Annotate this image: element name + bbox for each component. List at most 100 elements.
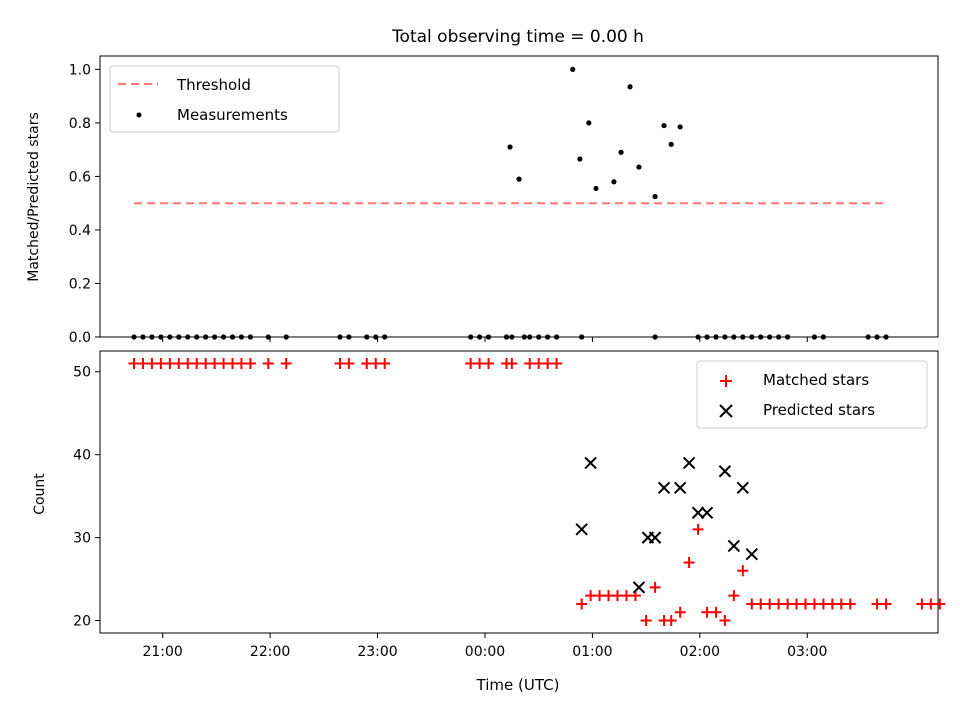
top-ytick-label: 0.6	[69, 169, 91, 185]
bottom-xtick-label: 00:00	[465, 644, 505, 660]
measurement-point	[194, 334, 200, 340]
measurement-point	[776, 334, 782, 340]
top-legend: Threshold Measurements	[109, 65, 340, 133]
bottom-ytick-label: 20	[73, 614, 91, 630]
measurement-point	[586, 120, 592, 126]
bottom-xtick-label: 23:00	[357, 644, 397, 660]
measurement-point	[554, 334, 560, 340]
bottom-panel: Count Time (UTC) 20 30 40 50 21:00 22:00 23:0…	[32, 350, 946, 694]
predicted-star-point	[727, 539, 741, 553]
measurement-point	[713, 334, 719, 340]
measurement-point	[652, 193, 658, 200]
bottom-xtick-label: 01:00	[572, 644, 612, 660]
measurement-point	[767, 334, 773, 340]
measurement-point	[185, 334, 191, 340]
predicted-star-point	[673, 481, 687, 495]
measurement-point	[820, 334, 827, 340]
matched-star-point	[244, 357, 256, 369]
measurement-point	[509, 334, 515, 340]
measurement-point	[695, 334, 701, 340]
measurement-point	[661, 122, 667, 129]
predicted-star-point	[584, 456, 597, 470]
measurement-point	[521, 334, 527, 340]
matched-star-point	[262, 357, 274, 369]
legend-matched-swatch	[720, 375, 732, 387]
matched-star-point	[506, 357, 518, 369]
measurement-point	[337, 334, 343, 340]
matched-star-point	[719, 615, 731, 627]
matched-star-point	[649, 581, 661, 593]
matched-star-point	[551, 357, 563, 369]
measurement-point	[811, 334, 818, 340]
top-ylabel: Matched/Predicted stars	[26, 112, 42, 282]
measurement-point	[507, 144, 513, 150]
bottom-xtick-label: 03:00	[787, 644, 827, 660]
top-ytick-label: 0.4	[69, 223, 91, 239]
measurement-point	[593, 185, 599, 192]
measurement-point	[527, 334, 533, 340]
measurement-point	[283, 334, 289, 340]
legend-matched-label: Matched stars	[763, 371, 869, 389]
top-ytick-label: 0.0	[69, 330, 91, 346]
measurement-point	[731, 334, 737, 340]
measurement-point	[784, 334, 791, 340]
measurement-point	[865, 334, 871, 340]
measurement-point	[618, 149, 624, 155]
bottom-xtick-label: 21:00	[142, 644, 182, 660]
matched-star-point	[343, 357, 355, 369]
measurement-point	[577, 156, 583, 162]
measurement-point	[516, 176, 522, 182]
measurement-point	[140, 334, 146, 340]
measurement-point	[749, 334, 755, 340]
bottom-xtick-label: 02:00	[680, 644, 720, 660]
measurement-point	[758, 334, 764, 340]
matched-star-point	[728, 590, 740, 602]
legend-measurements-label: Measurements	[177, 106, 288, 124]
measurement-point	[176, 334, 182, 340]
measurement-point	[545, 334, 551, 340]
predicted-star-point	[682, 456, 696, 470]
matched-star-point	[683, 557, 695, 568]
bottom-xlabel: Time (UTC)	[476, 676, 560, 694]
measurement-point	[382, 334, 388, 340]
measurement-point	[536, 334, 542, 340]
measurement-point	[203, 334, 209, 340]
bottom-ytick-label: 50	[73, 365, 91, 381]
measurement-point	[722, 334, 728, 340]
legend-measurements-swatch	[136, 112, 142, 118]
measurement-point	[364, 334, 370, 340]
matched-star-point	[674, 606, 686, 618]
measurement-point	[883, 334, 889, 340]
matched-star-point	[379, 357, 391, 369]
measurement-point	[570, 66, 576, 72]
measurement-point	[131, 334, 137, 340]
bottom-ylabel: Count	[32, 473, 48, 515]
measurement-point	[211, 334, 218, 340]
measurement-point	[704, 334, 710, 340]
measurement-point	[468, 334, 474, 340]
measurement-point	[477, 334, 483, 340]
legend-predicted-swatch	[719, 404, 733, 418]
top-ytick-label: 1.0	[69, 62, 91, 78]
measurement-point	[220, 334, 227, 340]
measurement-point	[346, 334, 352, 340]
measurement-point	[158, 334, 164, 340]
bottom-ytick-label: 40	[73, 448, 91, 464]
matched-star-point	[665, 615, 677, 627]
matched-star-point	[640, 615, 652, 627]
measurement-point	[238, 334, 245, 340]
top-ytick-label: 0.8	[69, 116, 91, 132]
measurement-point	[485, 334, 492, 340]
bottom-ytick-label: 30	[73, 531, 91, 547]
legend-predicted-label: Predicted stars	[763, 401, 875, 419]
measurement-point	[503, 334, 510, 340]
top-panel: Matched/Predicted stars 0.0 0.2 0.4 0.6 0.8 1…	[26, 55, 939, 346]
figure-title: Total observing time = 0.00 h	[391, 27, 644, 47]
predicted-star-point	[657, 481, 671, 495]
measurement-point	[579, 334, 585, 340]
top-ytick-label: 0.2	[69, 276, 91, 292]
measurement-point	[611, 179, 617, 185]
measurement-point	[668, 141, 674, 147]
predicted-star-point	[648, 531, 662, 544]
